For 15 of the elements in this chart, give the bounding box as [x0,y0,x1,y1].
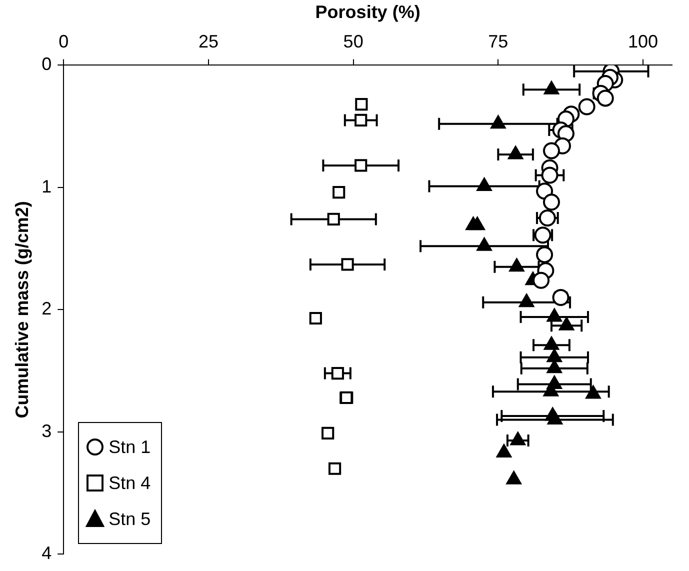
x-tick-label: 100 [628,31,658,52]
y-tick-label: 0 [42,54,52,74]
y-tick-label: 1 [42,176,52,196]
x-tick-label: 0 [58,31,69,52]
y-tick-label: 3 [42,420,52,441]
legend-label: Stn 4 [108,472,151,494]
y-axis-title: Cumulative mass (g/cm2) [12,201,32,418]
x-tick-label: 50 [343,31,364,52]
x-axis-title: Porosity (%) [315,2,420,22]
x-tick-label: 25 [198,31,218,52]
legend-label: Stn 5 [108,508,151,530]
y-tick-label: 4 [42,543,52,564]
x-tick-label: 75 [488,31,508,52]
legend-label: Stn 1 [108,436,151,458]
y-tick-label: 2 [42,298,52,319]
